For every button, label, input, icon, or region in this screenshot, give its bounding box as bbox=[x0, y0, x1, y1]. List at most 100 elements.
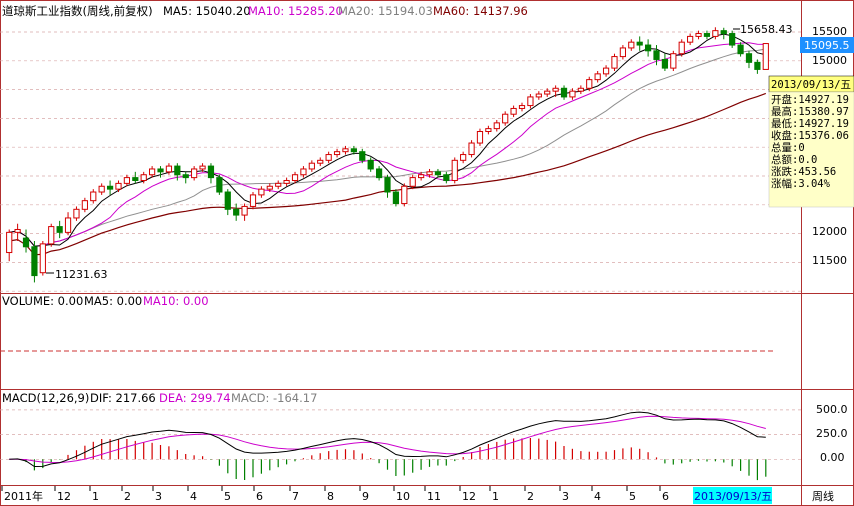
candle-body bbox=[140, 174, 147, 181]
candle-body bbox=[653, 50, 660, 60]
candle-body bbox=[199, 165, 206, 170]
candle-body bbox=[476, 131, 484, 144]
macd-panel: MACD(12,26,9) DIF: 217.66 DEA: 299.74 MA… bbox=[0, 391, 848, 481]
candle-body bbox=[586, 79, 593, 89]
candle-body bbox=[729, 33, 736, 46]
macd-dif-readout: DIF: 217.66 bbox=[90, 391, 156, 405]
candle-body bbox=[224, 191, 231, 210]
candle-body bbox=[392, 191, 400, 205]
ma60-line bbox=[9, 92, 767, 256]
ma60-readout: MA60: 14137.96 bbox=[433, 4, 528, 18]
candle-body bbox=[451, 159, 458, 181]
candle-body bbox=[636, 41, 643, 46]
main-header: 道琼斯工业指数(周线,前复权) MA5: 15040.20 MA10: 1528… bbox=[2, 4, 528, 18]
candle-body bbox=[409, 177, 416, 187]
candle-body bbox=[645, 44, 652, 52]
candle-body bbox=[241, 205, 248, 216]
macd-gridlines bbox=[0, 409, 801, 460]
tooltip-amount: 总额:0.0 bbox=[771, 153, 817, 166]
candle-body bbox=[518, 105, 526, 109]
candle-body bbox=[367, 159, 374, 170]
date-label: 12 bbox=[57, 490, 71, 503]
ma10-line bbox=[9, 42, 766, 247]
candle-body bbox=[510, 107, 517, 115]
candle-body bbox=[308, 162, 315, 170]
macd-value-readout: MACD: -164.17 bbox=[231, 391, 317, 405]
candlestick-series bbox=[6, 27, 769, 283]
candle-body bbox=[98, 185, 105, 193]
candle-body bbox=[594, 73, 601, 81]
date-label: 3 bbox=[562, 490, 569, 503]
candle-body bbox=[81, 200, 88, 210]
candle-body bbox=[611, 56, 618, 69]
price-tick-15000: 15000 bbox=[812, 54, 847, 67]
candle-body bbox=[619, 47, 626, 58]
candle-body bbox=[14, 228, 21, 233]
macd-lines bbox=[9, 411, 766, 468]
candle-body bbox=[527, 96, 534, 107]
candle-body bbox=[544, 90, 551, 95]
candle-body bbox=[460, 154, 467, 161]
date-axis: 2013/09/13/五 周线 2011年 12 1 2 3 4 5 6 7 8 9 10 11 12 1 2… bbox=[1, 486, 834, 504]
candle-body bbox=[191, 168, 198, 179]
volume-panel: VOLUME: 0.00 MA5: 0.00 MA10: 0.00 bbox=[0, 294, 775, 352]
candle-body bbox=[418, 174, 425, 179]
date-label: 5 bbox=[629, 490, 636, 503]
candle-body bbox=[552, 87, 559, 92]
price-gridlines bbox=[0, 31, 801, 292]
candle-body bbox=[401, 185, 408, 205]
current-price-tag: 15095.5 bbox=[804, 39, 850, 52]
candle-body bbox=[300, 168, 307, 176]
candle-body bbox=[56, 226, 63, 233]
date-label: 8 bbox=[327, 490, 334, 503]
date-label: 2011年 bbox=[4, 489, 43, 503]
date-label: 4 bbox=[190, 490, 197, 503]
candle-body bbox=[468, 142, 475, 156]
date-label: 1 bbox=[492, 490, 499, 503]
candle-body bbox=[73, 208, 80, 219]
candle-body bbox=[325, 154, 332, 161]
candle-body bbox=[123, 177, 131, 184]
candle-body bbox=[502, 113, 509, 124]
index-title: 道琼斯工业指数(周线,前复权) bbox=[2, 4, 153, 18]
period-label[interactable]: 周线 bbox=[812, 489, 834, 503]
candle-body bbox=[249, 194, 257, 207]
dif-line bbox=[9, 411, 766, 468]
date-label: 2 bbox=[124, 490, 131, 503]
candle-body bbox=[22, 237, 30, 248]
candle-body bbox=[602, 67, 610, 75]
candle-body bbox=[106, 185, 114, 190]
candle-body bbox=[216, 177, 223, 193]
ma20-readout: MA20: 15194.03 bbox=[338, 4, 433, 18]
date-label: 9 bbox=[362, 490, 369, 503]
candle-body bbox=[754, 61, 761, 70]
tooltip-volume: 总量:0 bbox=[771, 141, 805, 154]
macd-tick-500: 500.0 bbox=[816, 403, 848, 416]
date-label: 7 bbox=[292, 490, 299, 503]
ma10-readout: MA10: 15285.20 bbox=[248, 4, 343, 18]
candle-body bbox=[233, 208, 240, 216]
candle-body bbox=[359, 151, 366, 161]
ma5-line bbox=[9, 33, 766, 247]
tooltip-close: 收盘:15376.06 bbox=[771, 129, 849, 142]
volume-ma5-readout: MA5: 0.00 bbox=[84, 294, 142, 308]
candle-body bbox=[493, 122, 500, 130]
candle-body bbox=[687, 35, 694, 43]
candle-body bbox=[157, 168, 164, 173]
volume-readout: VOLUME: 0.00 bbox=[2, 294, 83, 308]
date-label: 10 bbox=[396, 490, 410, 503]
price-tick-15500: 15500 bbox=[812, 25, 847, 38]
tooltip-high: 最高:15380.97 bbox=[771, 105, 849, 118]
price-tick-12000: 12000 bbox=[812, 225, 847, 238]
candle-body bbox=[207, 165, 215, 179]
date-label: 3 bbox=[155, 490, 162, 503]
candle-body bbox=[678, 41, 685, 55]
volume-ma10-readout: MA10: 0.00 bbox=[143, 294, 209, 308]
candle-body bbox=[577, 87, 584, 92]
candle-body bbox=[48, 226, 55, 245]
candle-body bbox=[333, 151, 341, 156]
tooltip-date: 2013/09/13/五 bbox=[771, 79, 851, 91]
date-label: 1 bbox=[92, 490, 99, 503]
